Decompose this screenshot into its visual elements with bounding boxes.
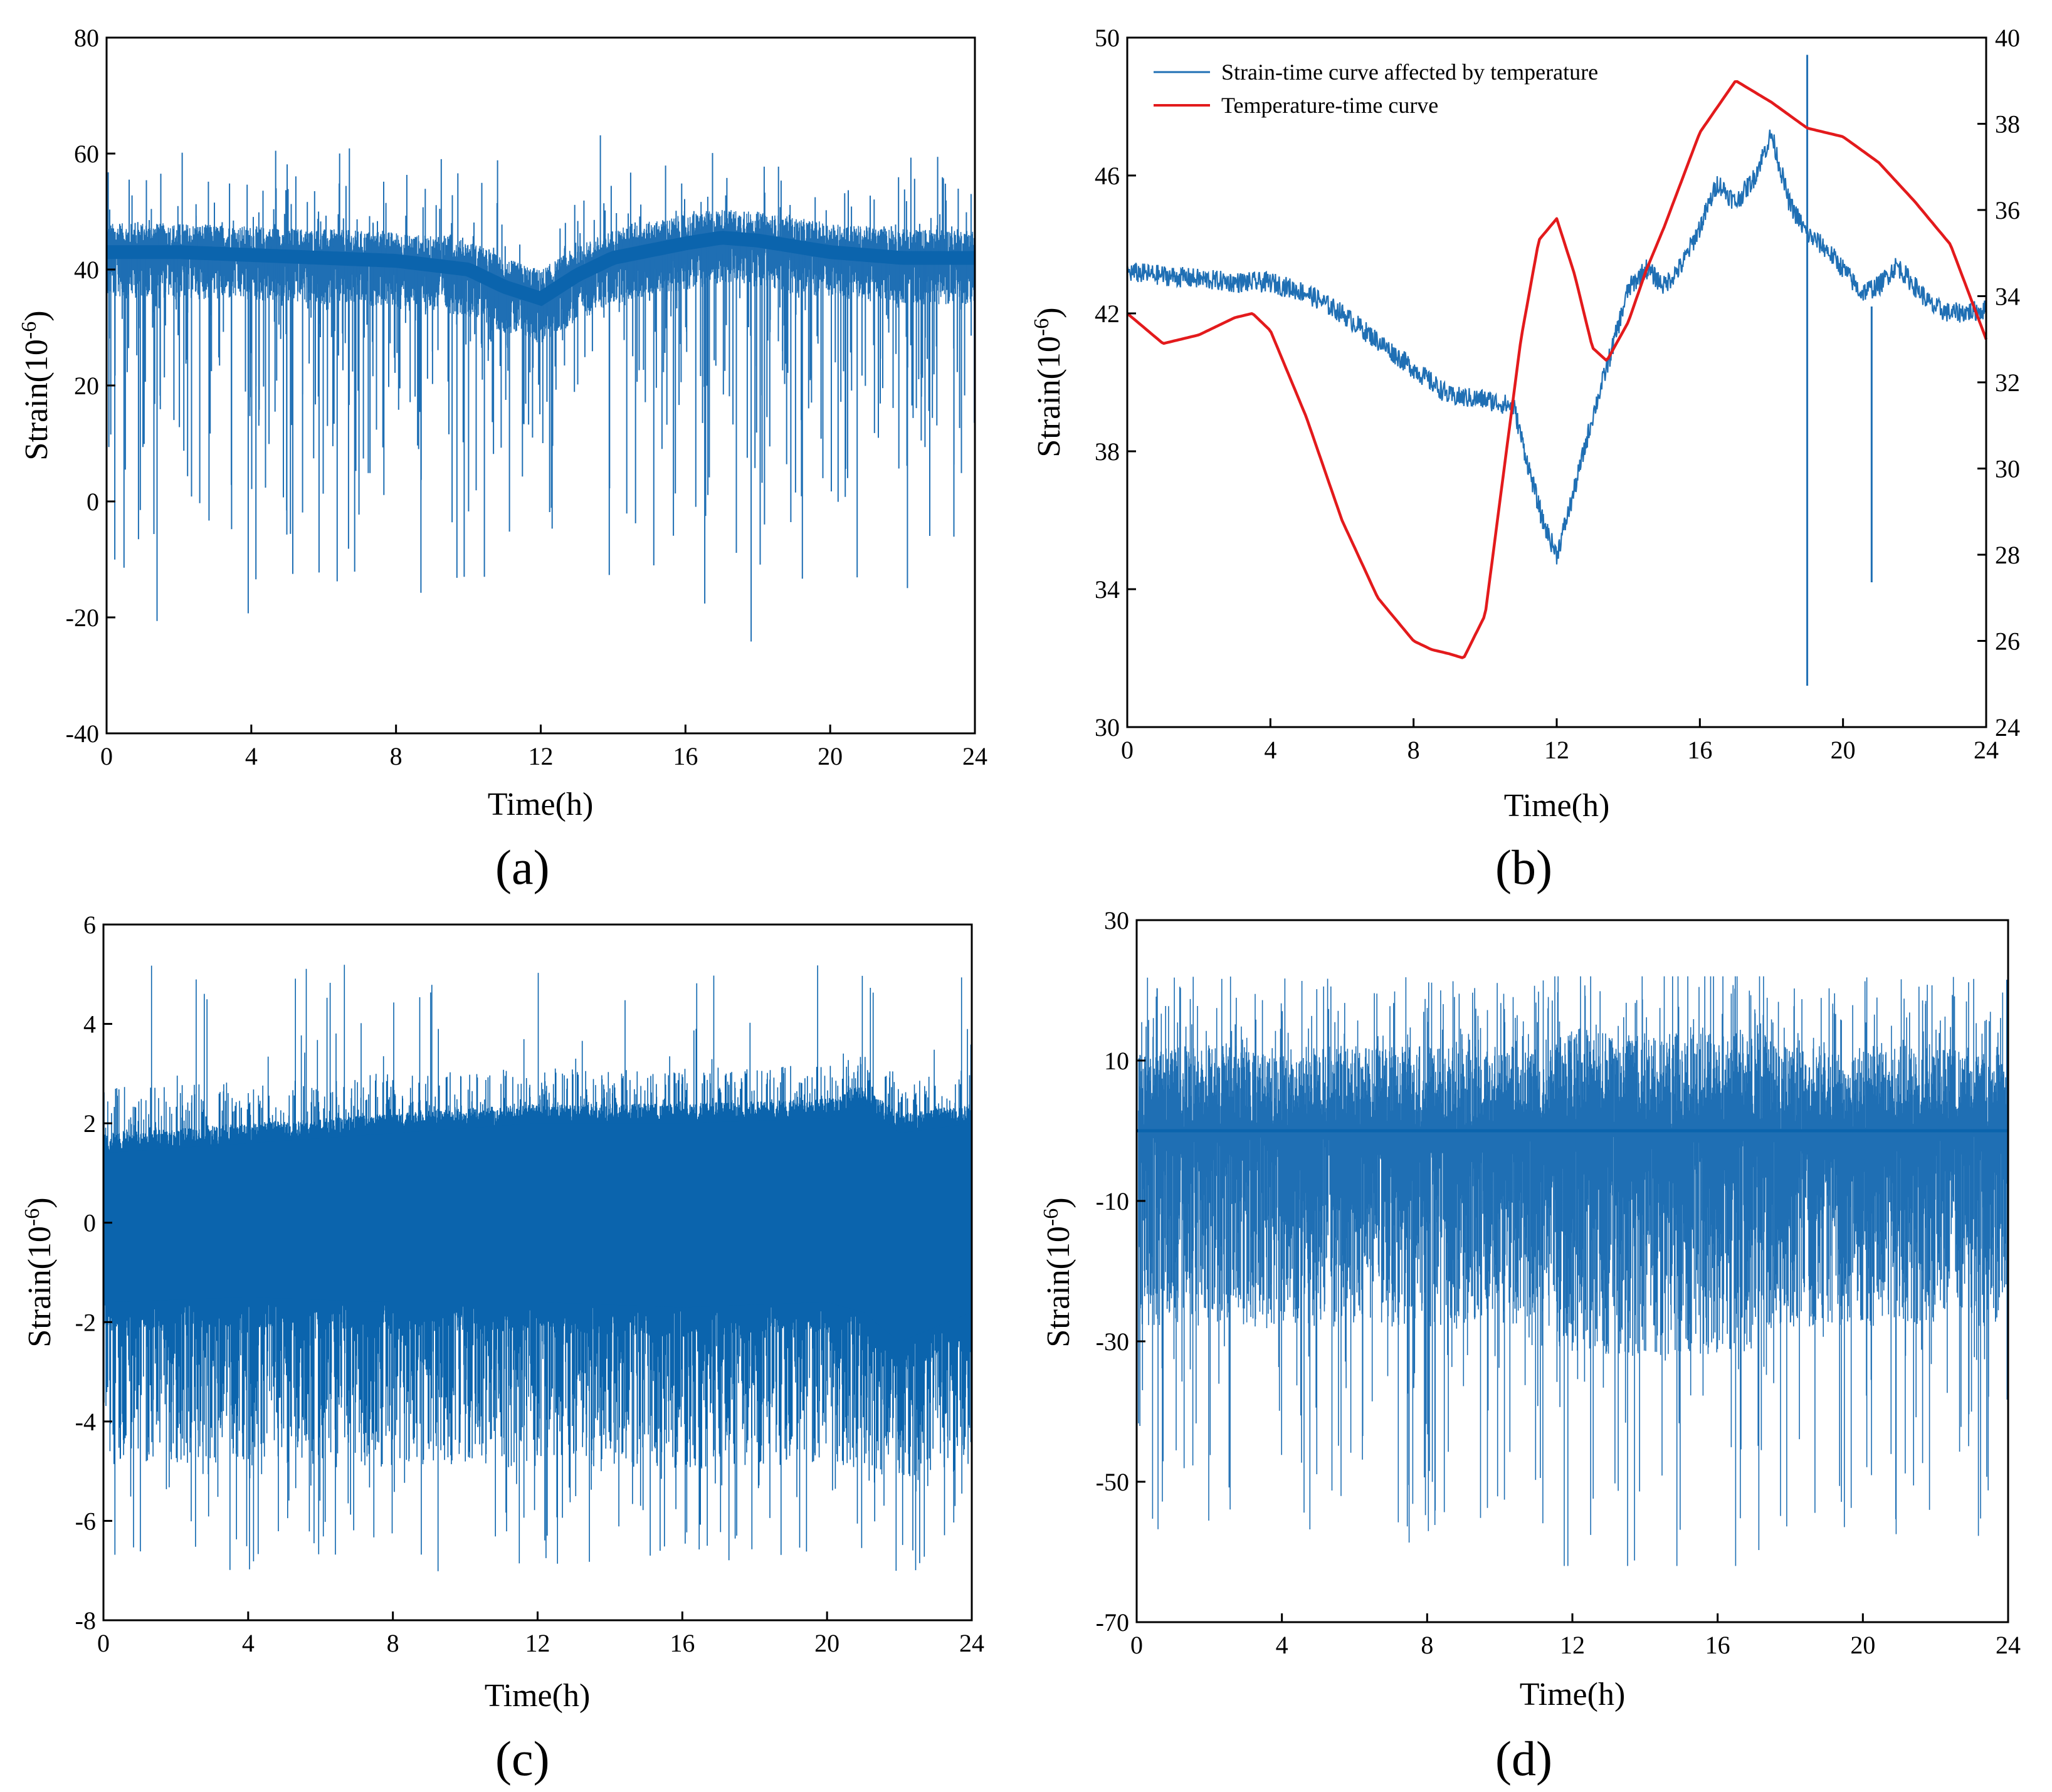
panel-c-strain-trace — [103, 965, 972, 1571]
x-tick-label: 8 — [1421, 1631, 1433, 1659]
panel-a-x-axis-title: Time(h) — [488, 787, 594, 822]
strain-spikes — [107, 135, 976, 642]
y-tick-label: -4 — [75, 1408, 96, 1436]
y-tick-label: 80 — [74, 24, 99, 52]
y-tick-label: 6 — [83, 911, 96, 939]
panel-a: 0 4 8 12 16 20 24 -40 -20 0 20 40 60 80 Time(h) Strai… — [18, 24, 987, 894]
panel-b-label: (b) — [1495, 840, 1552, 894]
panel-a-y-axis-title: Strain(10-6) — [18, 310, 55, 460]
y2-tick-label: 38 — [1995, 110, 2020, 139]
x-tick-label: 8 — [387, 1629, 399, 1657]
x-tick-label: 12 — [529, 742, 554, 770]
y2-tick-label: 26 — [1995, 627, 2020, 656]
x-tick-label: 16 — [1705, 1631, 1730, 1659]
x-tick-label: 12 — [1544, 736, 1569, 764]
panel-b: 0 4 8 12 16 20 24 30 34 38 42 46 50 24 26 28 30 32 34 36 38 4… — [1030, 24, 2020, 894]
y-tick-label: 50 — [1095, 24, 1120, 52]
y-tick-label: 60 — [74, 140, 99, 168]
y-tick-label: 20 — [74, 372, 99, 400]
x-tick-label: 16 — [673, 742, 698, 770]
y-tick-label: 30 — [1104, 906, 1129, 935]
legend-label-temperature: Temperature-time curve — [1221, 93, 1438, 118]
y-tick-label: 10 — [1104, 1047, 1129, 1075]
temperature-time-curve — [1126, 80, 1988, 659]
strain-baseline — [107, 231, 975, 307]
y2-tick-label: 24 — [1995, 713, 2020, 741]
panel-b-x-axis-title: Time(h) — [1504, 788, 1610, 824]
x-tick-label: 20 — [818, 742, 843, 770]
y2-tick-label: 32 — [1995, 369, 2020, 397]
strain-trace — [1138, 976, 2009, 1566]
panel-d-ticks: 0 4 8 12 16 20 24 -70 -50 -30 -10 10 30 — [1096, 906, 2021, 1659]
x-tick-label: 24 — [1974, 736, 1999, 764]
y-tick-label: 0 — [83, 1209, 96, 1237]
legend-label-strain: Strain-time curve affected by temperatur… — [1221, 60, 1598, 85]
y-tick-label: 40 — [74, 256, 99, 284]
panel-c-x-axis-title: Time(h) — [485, 1678, 591, 1714]
panel-d-strain-trace — [1137, 976, 2009, 1566]
x-tick-label: 4 — [242, 1629, 255, 1657]
y-tick-label: 4 — [83, 1010, 96, 1039]
y-tick-label: 30 — [1095, 713, 1120, 741]
y2-tick-label: 34 — [1995, 283, 2020, 311]
y-tick-label: 0 — [87, 488, 99, 516]
x-tick-label: 8 — [1407, 736, 1420, 764]
x-tick-label: 4 — [1264, 736, 1276, 764]
panel-b-y-axis-title: Strain(10-6) — [1030, 307, 1067, 457]
x-tick-label: 16 — [1687, 736, 1712, 764]
x-tick-label: 4 — [1276, 1631, 1288, 1659]
y-tick-label: -8 — [75, 1606, 96, 1635]
x-tick-label: 12 — [525, 1629, 550, 1657]
panel-c-label: (c) — [495, 1731, 550, 1786]
y-tick-label: 2 — [83, 1109, 96, 1138]
x-tick-label: 16 — [670, 1629, 695, 1657]
panel-b-legend: Strain-time curve affected by temperatur… — [1154, 60, 1598, 118]
y-tick-label: 42 — [1095, 300, 1120, 328]
panel-d-y-axis-title: Strain(10-6) — [1039, 1197, 1076, 1347]
y-tick-label: 34 — [1095, 575, 1120, 604]
panel-b-traces — [1126, 55, 1988, 686]
panel-c-y-axis-title: Strain(10-6) — [21, 1197, 58, 1347]
panel-b-ticks: 0 4 8 12 16 20 24 30 34 38 42 46 50 24 26 28 30 32 34 36 38 4… — [1095, 24, 2020, 764]
x-tick-label: 20 — [814, 1629, 839, 1657]
y-tick-label: -70 — [1096, 1608, 1129, 1637]
x-tick-label: 20 — [1850, 1631, 1875, 1659]
x-tick-label: 0 — [1121, 736, 1134, 764]
panel-d-x-axis-title: Time(h) — [1520, 1677, 1626, 1712]
y-tick-label: -6 — [75, 1507, 96, 1535]
y-tick-label: 38 — [1095, 438, 1120, 466]
strain-time-curve — [1126, 129, 1987, 565]
x-tick-label: 24 — [959, 1629, 984, 1657]
y-tick-label: -2 — [75, 1308, 96, 1336]
x-tick-label: 8 — [390, 742, 403, 770]
y-tick-label: -40 — [66, 720, 99, 748]
y-tick-label: 46 — [1095, 162, 1120, 190]
y-tick-label: -20 — [66, 604, 99, 632]
x-tick-label: 24 — [1996, 1631, 2021, 1659]
x-tick-label: 0 — [1130, 1631, 1143, 1659]
x-tick-label: 0 — [100, 742, 113, 770]
x-tick-label: 12 — [1560, 1631, 1585, 1659]
panel-a-ticks: 0 4 8 12 16 20 24 -40 -20 0 20 40 60 80 — [66, 24, 987, 770]
y-tick-label: -30 — [1096, 1328, 1129, 1356]
y2-tick-label: 28 — [1995, 541, 2020, 569]
x-tick-label: 0 — [97, 1629, 110, 1657]
strain-dense-band — [103, 1103, 972, 1341]
panel-d-label: (d) — [1495, 1731, 1552, 1786]
y-tick-label: -10 — [1096, 1187, 1129, 1215]
y-tick-label: -50 — [1096, 1468, 1129, 1496]
y2-tick-label: 30 — [1995, 455, 2020, 483]
y2-tick-label: 36 — [1995, 196, 2020, 224]
panel-a-strain-trace — [106, 135, 976, 642]
panel-a-label: (a) — [495, 840, 550, 894]
x-tick-label: 20 — [1831, 736, 1856, 764]
panel-b-plot-frame — [1126, 36, 1987, 728]
panel-d: 0 4 8 12 16 20 24 -70 -50 -30 -10 10 30 Time(h) Stra… — [1039, 906, 2021, 1786]
y2-tick-label: 40 — [1995, 24, 2020, 52]
x-tick-label: 24 — [962, 742, 987, 770]
x-tick-label: 4 — [245, 742, 258, 770]
